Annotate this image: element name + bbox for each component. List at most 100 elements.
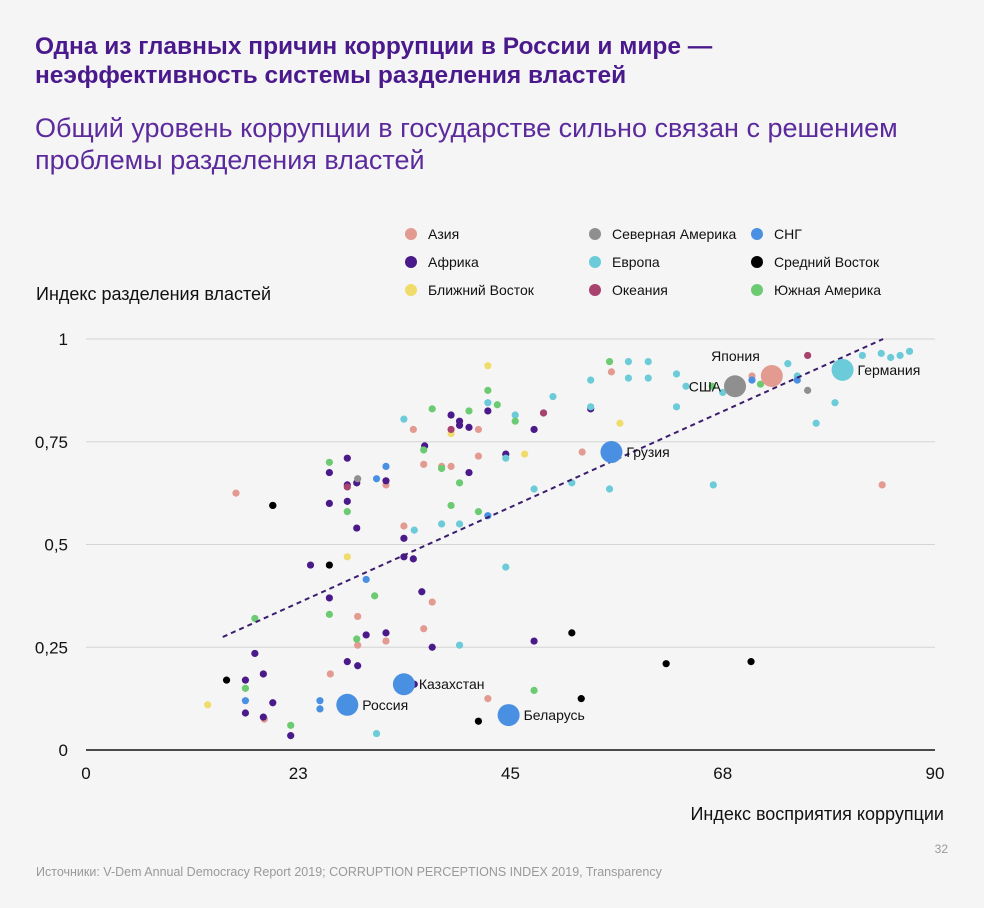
data-point-south-america <box>455 479 464 487</box>
data-point-africa <box>259 670 267 678</box>
data-point-south-america <box>438 464 446 473</box>
data-point-europe <box>400 415 408 423</box>
legend-label: Северная Америка <box>612 226 737 242</box>
data-point-cis <box>241 697 250 705</box>
highlight-point <box>336 693 359 716</box>
data-point-europe <box>905 347 914 355</box>
data-point-europe <box>896 351 904 360</box>
data-point-africa <box>325 468 333 477</box>
data-point-africa <box>325 499 333 507</box>
data-point-middle-east <box>747 658 755 666</box>
data-point-europe <box>455 520 464 528</box>
data-point-africa <box>362 631 370 639</box>
data-point-europe <box>784 360 792 368</box>
data-point-south-america <box>447 501 455 510</box>
data-point-africa <box>353 524 361 532</box>
data-point-africa <box>428 643 436 651</box>
data-point-europe <box>502 563 510 571</box>
data-point-europe <box>455 641 464 649</box>
data-point-oceania <box>343 483 351 491</box>
legend-swatch <box>405 228 417 240</box>
data-point-africa <box>343 454 351 462</box>
y-axis-label: Индекс разделения властей <box>36 284 272 304</box>
x-ticks: 0 23 45 68 90 <box>81 764 944 783</box>
data-point-europe <box>858 351 866 360</box>
data-point-africa <box>306 561 315 569</box>
x-tick-label: 90 <box>926 764 945 783</box>
country-label: США <box>689 378 722 394</box>
legend-item-oceania: Океания <box>589 282 668 298</box>
data-point-south-america <box>756 380 765 388</box>
data-point-africa <box>455 417 464 425</box>
data-point-africa <box>465 423 473 431</box>
data-point-oceania <box>447 425 455 434</box>
legend-label: Азия <box>428 226 460 242</box>
legend-item-middle-east: Средний Восток <box>751 254 879 270</box>
data-point-south-america <box>420 446 428 454</box>
data-point-africa <box>418 588 426 596</box>
data-point-south-america <box>474 508 483 516</box>
data-point-europe <box>530 485 538 493</box>
data-point-north-america <box>354 475 362 483</box>
data-point-europe <box>624 358 633 366</box>
legend-swatch <box>751 284 763 296</box>
legend-label: СНГ <box>774 226 802 242</box>
trendline-dashed <box>222 338 884 638</box>
legend-label: Африка <box>428 254 479 270</box>
data-point-africa <box>484 407 492 415</box>
data-point-near-east <box>204 701 212 709</box>
data-point-europe <box>812 419 820 427</box>
data-point-asia <box>578 448 586 456</box>
data-point-europe <box>644 358 652 366</box>
data-point-south-america <box>287 721 295 729</box>
data-point-africa <box>447 411 455 419</box>
data-point-middle-east <box>474 717 483 725</box>
trendline <box>222 338 884 638</box>
data-point-asia <box>354 612 362 621</box>
data-point-africa <box>530 637 538 645</box>
data-point-europe <box>410 526 418 534</box>
data-point-africa <box>530 425 538 434</box>
data-point-near-east <box>521 450 529 458</box>
data-point-near-east <box>616 419 624 427</box>
data-point-asia <box>447 462 455 471</box>
data-point-middle-east <box>577 695 585 703</box>
data-point-south-america <box>530 686 538 695</box>
legend-item-north-america: Северная Америка <box>589 226 736 242</box>
legend-swatch <box>405 256 417 268</box>
data-point-cis <box>362 575 370 584</box>
legend-label: Южная Америка <box>774 282 882 298</box>
data-point-asia <box>400 522 408 530</box>
legend-item-asia: Азия <box>405 226 459 242</box>
legend-item-europe: Европа <box>589 254 660 270</box>
data-point-asia <box>474 452 483 460</box>
data-point-asia <box>409 425 417 434</box>
data-point-africa <box>241 676 250 684</box>
data-point-cis <box>748 376 756 384</box>
country-label: Беларусь <box>524 707 585 723</box>
data-point-south-america <box>241 684 250 692</box>
legend-swatch <box>589 284 601 296</box>
data-point-africa <box>287 732 295 740</box>
x-tick-label: 45 <box>501 764 520 783</box>
highlight-point <box>760 364 783 387</box>
country-label: Казахстан <box>419 676 485 692</box>
legend-item-near-east: Ближний Восток <box>405 282 534 298</box>
data-point-africa <box>343 497 351 505</box>
data-point-africa <box>259 713 267 721</box>
data-point-cis <box>382 462 390 471</box>
data-point-south-america <box>343 508 351 516</box>
data-point-cis <box>316 697 324 705</box>
y-tick-label: 1 <box>59 330 68 349</box>
data-point-south-america <box>708 382 716 390</box>
page-subtitle: Общий уровень коррупции в государстве си… <box>35 113 898 175</box>
data-point-europe <box>605 485 614 493</box>
x-tick-label: 68 <box>713 764 732 783</box>
data-point-europe <box>719 388 727 397</box>
data-point-asia <box>428 598 436 606</box>
legend-swatch <box>751 256 763 268</box>
data-point-asia <box>420 460 428 468</box>
data-point-oceania <box>804 351 812 360</box>
data-point-europe <box>587 376 595 384</box>
data-point-europe <box>877 349 885 357</box>
